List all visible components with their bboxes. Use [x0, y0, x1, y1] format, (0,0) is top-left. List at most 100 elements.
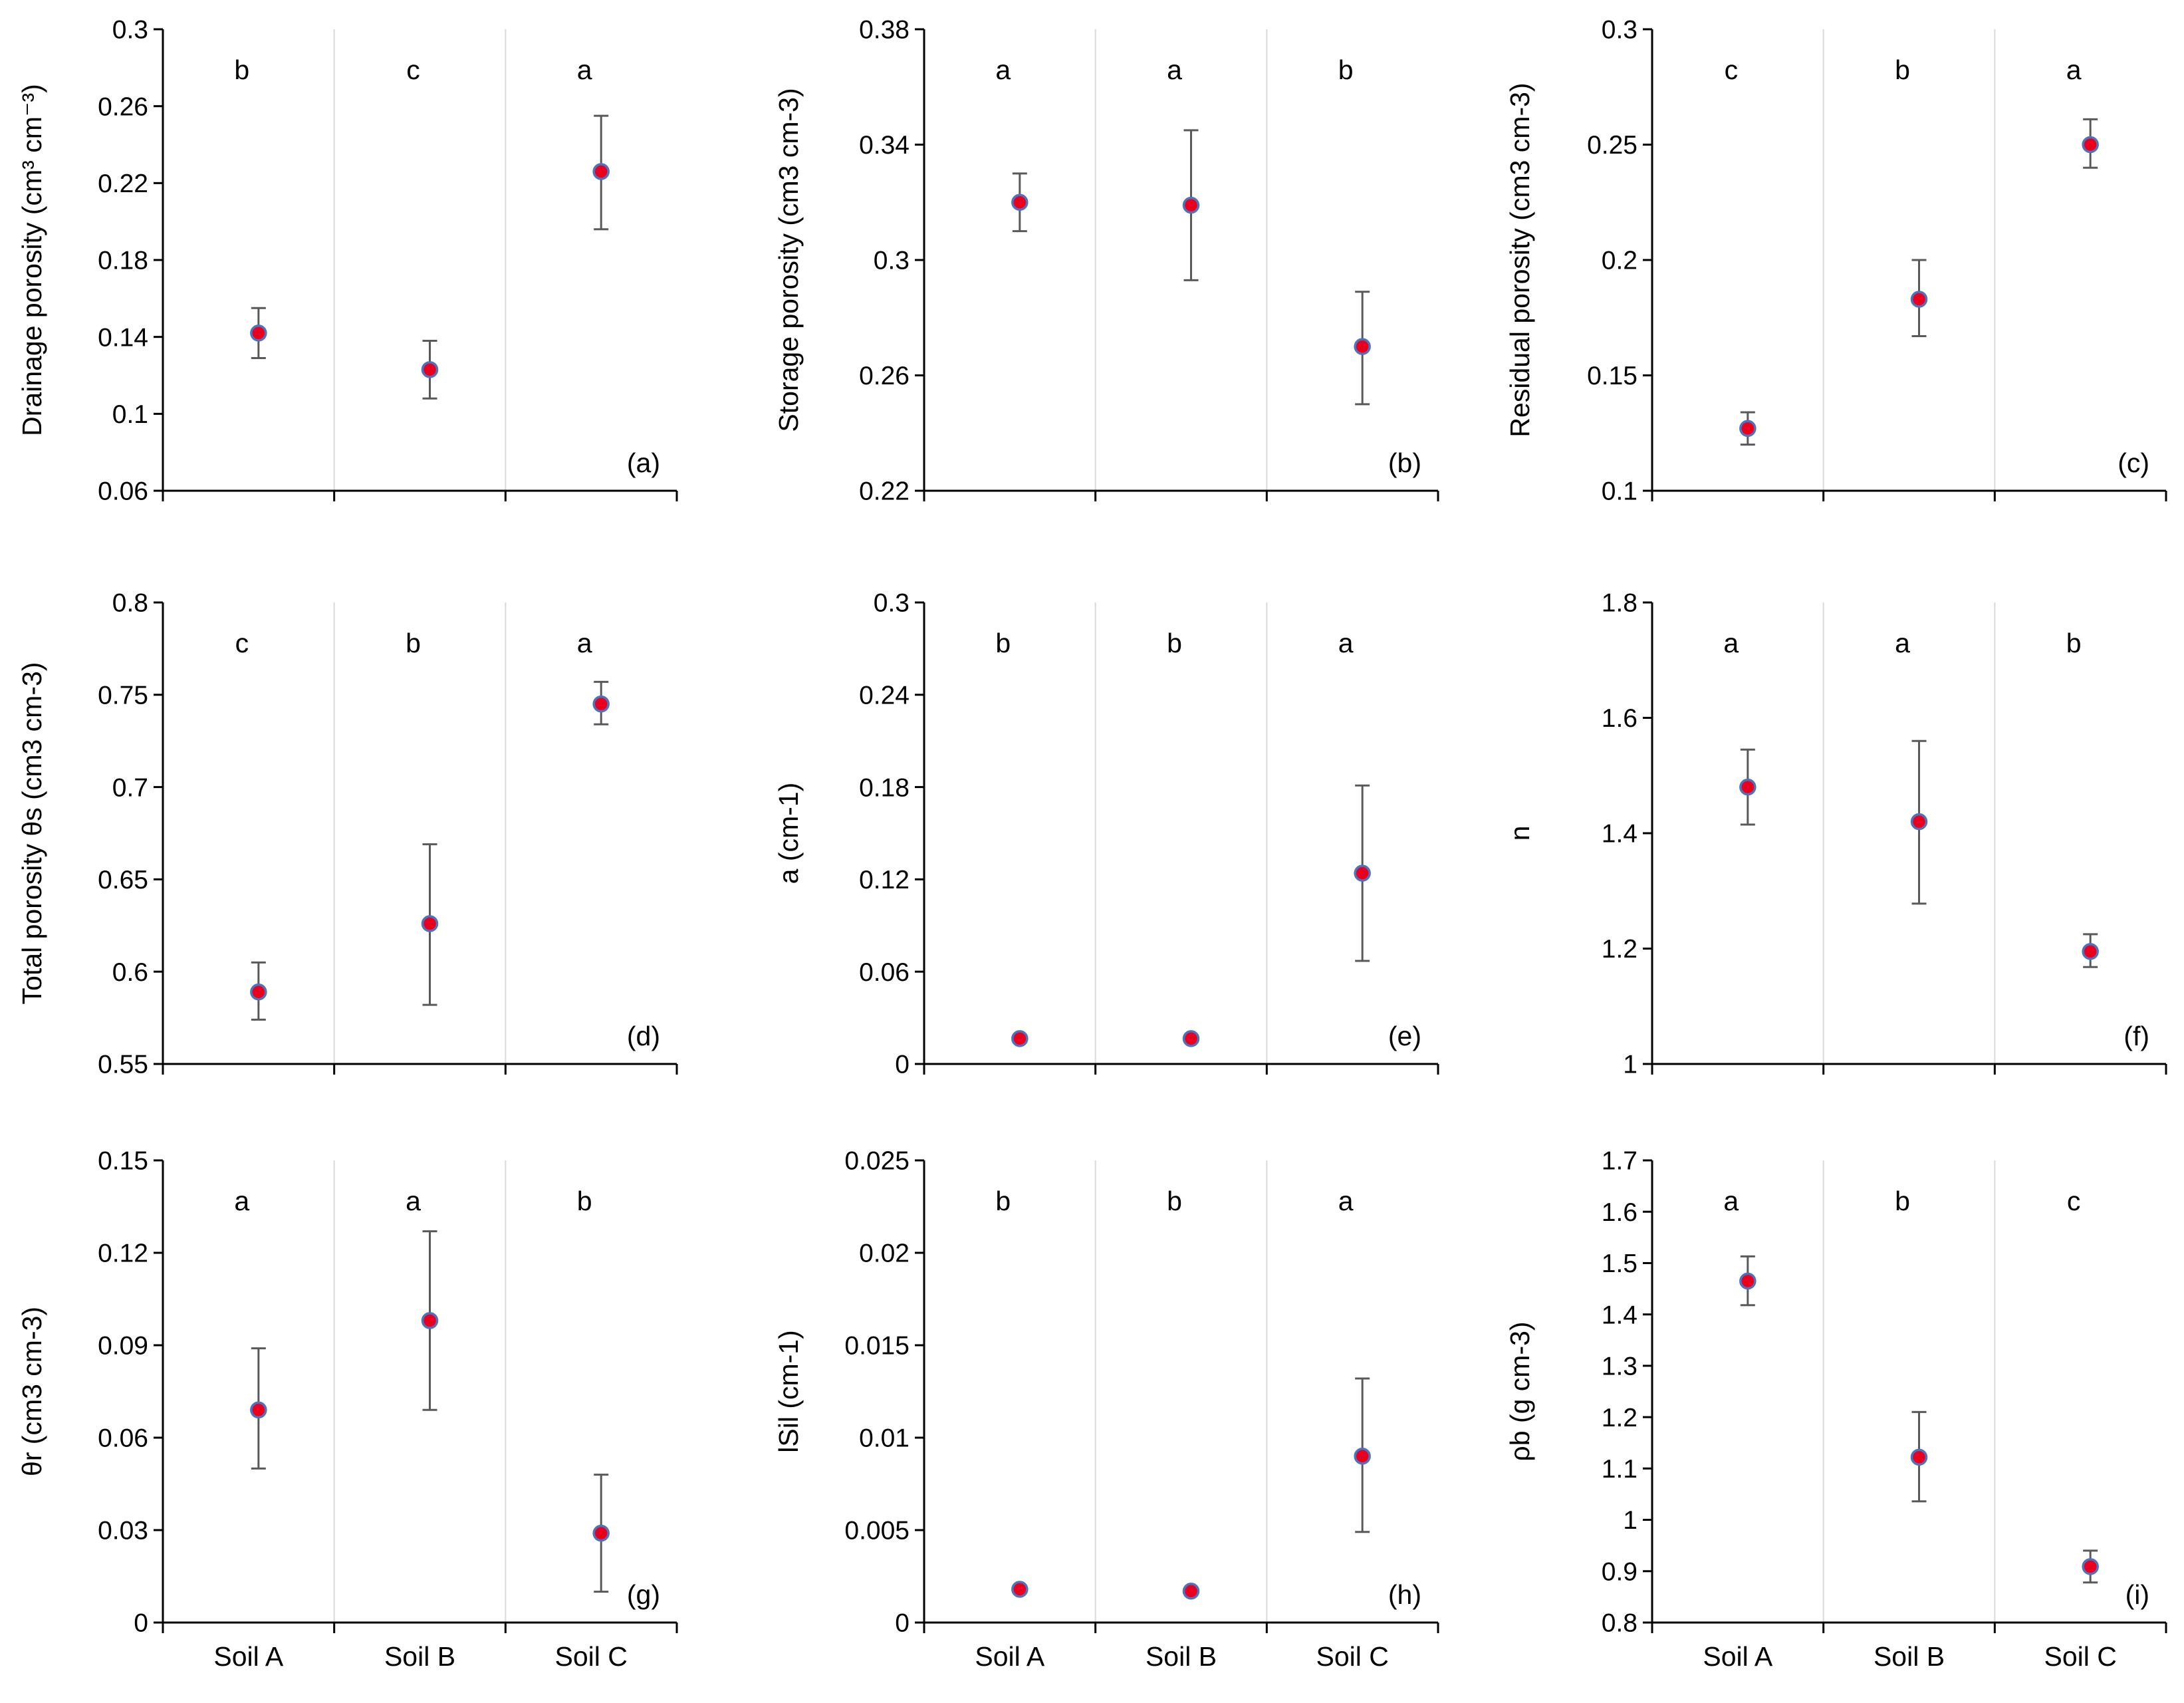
chart-4-y-tick-label: 0.8: [112, 589, 148, 618]
chart-1-y-tick-label: 0.14: [98, 323, 148, 352]
chart-6: 1 1.2 1.4 1.6 1.8 n a a b (f): [1505, 589, 2167, 1079]
chart-1-point: [592, 163, 610, 180]
chart-5-y-tick-label: 0.18: [859, 773, 910, 802]
chart-4-sig-letter: a: [577, 628, 592, 658]
chart-7-y-tick-label: 0.15: [98, 1147, 148, 1176]
chart-7-y-tick-label: 0.06: [98, 1424, 148, 1453]
chart-9-y-tick-label: 1.1: [1602, 1455, 1638, 1484]
chart-6-point: [1910, 813, 1928, 831]
chart-2-sig-letter: b: [1338, 55, 1354, 85]
chart-2-point: [1182, 196, 1200, 214]
chart-9-category-label: Soil C: [2044, 1641, 2116, 1672]
chart-3-y-tick-label: 0.1: [1602, 477, 1638, 506]
chart-4-y-tick-label: 0.65: [98, 866, 148, 894]
chart-6-y-tick-label: 1.2: [1602, 935, 1638, 964]
chart-1-y-tick-label: 0.06: [98, 477, 148, 506]
chart-3-y-tick-label: 0.15: [1587, 362, 1638, 390]
chart-2: 0.22 0.26 0.3 0.34 0.38 Storage porosity (cm3…: [773, 16, 1439, 506]
chart-9-point: [1739, 1272, 1757, 1290]
chart-8-y-label: lSil (cm-1): [773, 1330, 804, 1452]
chart-8-panel-label: (h): [1388, 1579, 1421, 1610]
chart-2-point: [1011, 194, 1029, 211]
chart-3-y-tick-label: 0.2: [1602, 247, 1638, 275]
chart-7-point: [250, 1401, 267, 1419]
chart-3-sig-letter: b: [1895, 55, 1910, 85]
chart-2-y-tick-label: 0.26: [859, 362, 910, 390]
chart-1-sig-letter: b: [234, 55, 249, 85]
chart-3: 0.1 0.15 0.2 0.25 0.3 Residual porosity (cm3 …: [1505, 16, 2167, 506]
chart-8-y-tick-label: 0.025: [844, 1147, 910, 1176]
chart-9-category-label: Soil B: [1874, 1641, 1945, 1672]
chart-7-category-label: Soil B: [384, 1641, 455, 1672]
chart-9-panel-label: (i): [2125, 1579, 2149, 1610]
chart-1-sig-letter: a: [577, 55, 592, 85]
chart-9-category-label: Soil A: [1703, 1641, 1772, 1672]
chart-7-y-tick-label: 0.03: [98, 1517, 148, 1545]
chart-5-point: [1182, 1030, 1200, 1047]
chart-5-sig-letter: a: [1338, 628, 1354, 658]
chart-2-y-tick-label: 0.22: [859, 477, 910, 506]
chart-8-y-tick-label: 0.02: [859, 1240, 910, 1268]
chart-2-point: [1354, 338, 1371, 355]
chart-1-y-tick-label: 0.18: [98, 247, 148, 275]
chart-1-point: [250, 325, 267, 342]
chart-8-point: [1011, 1581, 1029, 1598]
chart-7: 0 0.03 0.06 0.09 0.12 0.15 θr (cm3 cm-3) a a b (g)…: [17, 1147, 678, 1672]
chart-6-point: [1739, 778, 1757, 796]
chart-4-y-tick-label: 0.75: [98, 681, 148, 710]
chart-6-y-tick-label: 1: [1623, 1051, 1638, 1079]
chart-9-y-tick-label: 1: [1623, 1506, 1638, 1535]
chart-8-point: [1354, 1448, 1371, 1465]
chart-6-y-tick-label: 1.6: [1602, 704, 1638, 733]
chart-5-point: [1354, 864, 1371, 882]
chart-5-y-tick-label: 0.06: [859, 958, 910, 987]
chart-3-y-tick-label: 0.25: [1587, 131, 1638, 160]
chart-2-sig-letter: a: [995, 55, 1011, 85]
chart-5-panel-label: (e): [1388, 1021, 1421, 1051]
chart-3-sig-letter: a: [2066, 55, 2082, 85]
chart-5-y-tick-label: 0.24: [859, 681, 910, 710]
chart-9-y-label: ρb (g cm-3): [1505, 1321, 1535, 1461]
chart-7-sig-letter: a: [234, 1186, 249, 1216]
chart-9: 0.8 0.9 1 1.1 1.2 1.3 1.4 1.5 1.6 1.7 ρb (g cm-3) a…: [1505, 1147, 2167, 1672]
chart-7-y-label: θr (cm3 cm-3): [17, 1307, 47, 1476]
chart-5-sig-letter: b: [995, 628, 1011, 658]
chart-7-sig-letter: b: [577, 1186, 592, 1216]
chart-3-y-tick-label: 0.3: [1602, 16, 1638, 45]
chart-9-y-tick-label: 1.5: [1602, 1249, 1638, 1278]
chart-4-y-label: Total porosity θs (cm3 cm-3): [17, 662, 47, 1005]
chart-5-y-label: a (cm-1): [773, 783, 804, 884]
chart-8-y-tick-label: 0.005: [844, 1517, 910, 1545]
chart-5-sig-letter: b: [1167, 628, 1182, 658]
chart-3-panel-label: (c): [2118, 448, 2149, 478]
chart-8-sig-letter: a: [1338, 1186, 1354, 1216]
chart-6-y-tick-label: 1.8: [1602, 589, 1638, 618]
chart-2-y-label: Storage porosity (cm3 cm-3): [773, 88, 804, 432]
chart-2-y-tick-label: 0.3: [874, 247, 910, 275]
chart-3-point: [1910, 291, 1928, 308]
chart-7-y-tick-label: 0.09: [98, 1332, 148, 1361]
chart-1-sig-letter: c: [406, 55, 420, 85]
chart-9-sig-letter: c: [2067, 1186, 2081, 1216]
chart-3-point: [2082, 136, 2099, 154]
chart-9-y-tick-label: 0.9: [1602, 1557, 1638, 1586]
chart-1-y-tick-label: 0.22: [98, 170, 148, 198]
chart-6-point: [2082, 943, 2099, 960]
chart-1: 0.06 0.1 0.14 0.18 0.22 0.26 0.3 Drainage poros…: [17, 16, 678, 506]
chart-9-point: [2082, 1558, 2099, 1575]
chart-6-y-tick-label: 1.4: [1602, 820, 1638, 849]
chart-5-y-tick-label: 0: [895, 1051, 910, 1079]
chart-5: 0 0.06 0.12 0.18 0.24 0.3 a (cm-1) b b a (e): [773, 589, 1439, 1079]
chart-2-panel-label: (b): [1388, 448, 1421, 478]
chart-7-category-label: Soil C: [554, 1641, 627, 1672]
chart-4-y-tick-label: 0.7: [112, 773, 148, 802]
chart-2-y-tick-label: 0.34: [859, 131, 910, 160]
chart-1-y-tick-label: 0.3: [112, 16, 148, 45]
chart-8-category-label: Soil B: [1146, 1641, 1217, 1672]
chart-2-sig-letter: a: [1167, 55, 1182, 85]
chart-7-point: [421, 1312, 439, 1329]
chart-3-y-label: Residual porosity (cm3 cm-3): [1505, 82, 1535, 437]
chart-8-y-tick-label: 0: [895, 1609, 910, 1638]
chart-6-sig-letter: a: [1723, 628, 1739, 658]
